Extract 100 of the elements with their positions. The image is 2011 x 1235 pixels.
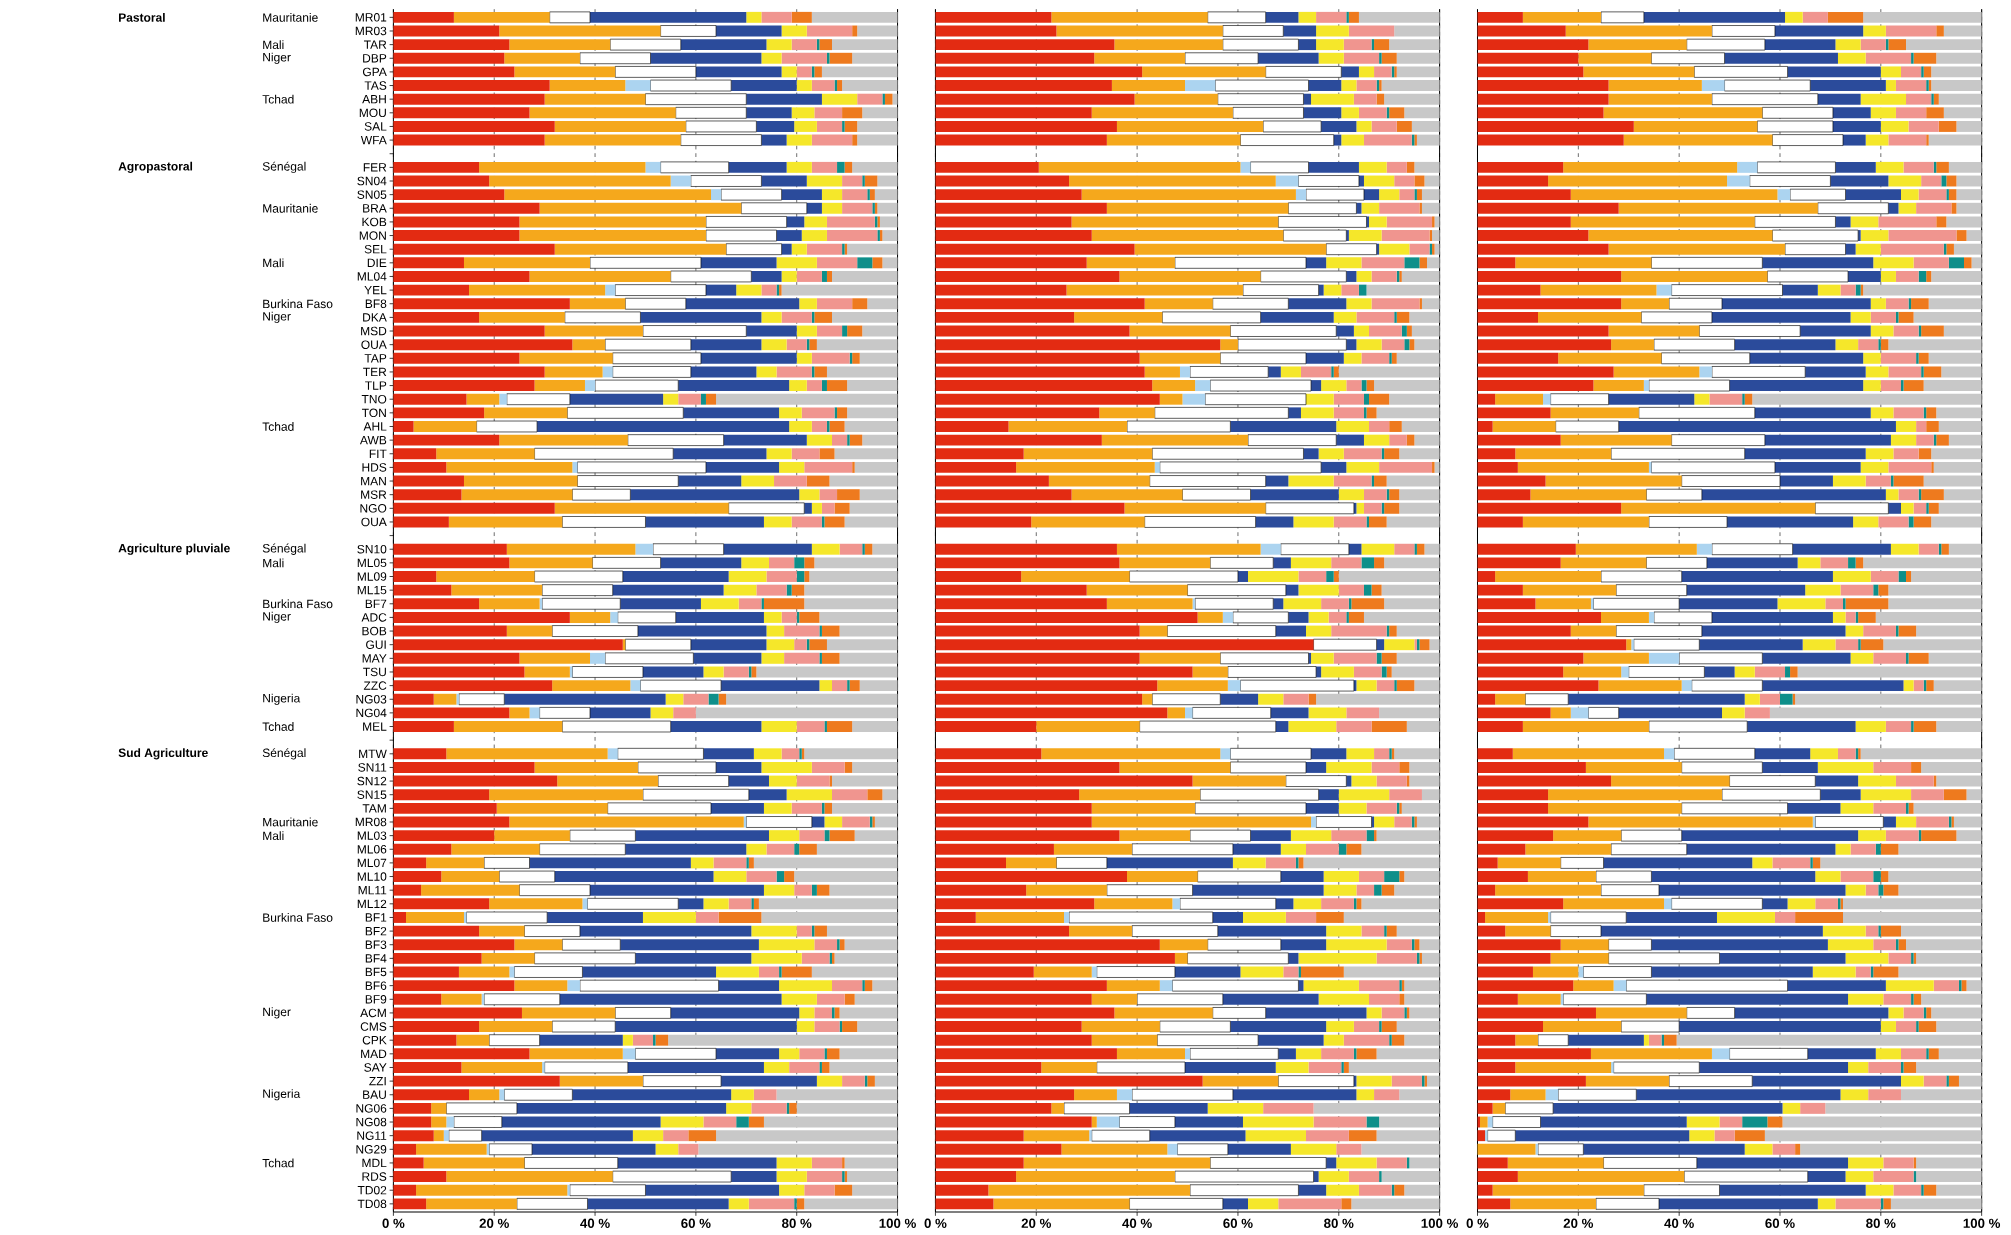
bar [393, 1198, 427, 1210]
bar [1928, 502, 1939, 514]
bar [806, 175, 843, 187]
bar [1540, 284, 1657, 296]
bar [1636, 1089, 1841, 1101]
bar [690, 339, 762, 351]
bar [1394, 680, 1397, 692]
bar [1865, 475, 1891, 487]
bar [393, 1007, 522, 1019]
bar [834, 1184, 853, 1196]
bar [1878, 584, 1889, 596]
bar [935, 571, 1022, 583]
bar [854, 830, 898, 842]
bar [1318, 284, 1324, 296]
bar [1333, 366, 1339, 378]
bar [1399, 448, 1440, 460]
bar [532, 1143, 656, 1155]
bar [1245, 1130, 1306, 1142]
bar [756, 666, 898, 678]
bar [842, 1157, 845, 1169]
bar [1389, 434, 1407, 446]
bar [781, 25, 807, 37]
bar [1283, 966, 1299, 978]
bar [1023, 1130, 1090, 1142]
bar [748, 1198, 795, 1210]
y-tick-label: BF9 [365, 995, 387, 1004]
bar [761, 598, 764, 610]
bar [1371, 762, 1400, 774]
text: Mauritanie [263, 13, 318, 22]
bar [844, 516, 898, 528]
bar [678, 393, 701, 405]
bar [1167, 1143, 1178, 1155]
bar [842, 816, 870, 828]
bar [1764, 1130, 1982, 1142]
bar [1686, 843, 1836, 855]
bar [1548, 912, 1551, 924]
bar [1361, 898, 1440, 910]
bar [1477, 843, 1526, 855]
bar [393, 393, 467, 405]
bar [1837, 748, 1856, 760]
bar [1943, 325, 1982, 337]
bar [1911, 993, 1914, 1005]
y-tick-label: TNO [361, 395, 387, 404]
bar [728, 775, 769, 787]
bar [1172, 898, 1180, 910]
bar [1248, 571, 1299, 583]
bar [1273, 557, 1291, 569]
bar [705, 284, 737, 296]
bar [1858, 775, 1896, 787]
bar [854, 993, 898, 1005]
bar [1800, 1103, 1826, 1114]
bar [1578, 966, 1584, 978]
bar [479, 162, 646, 173]
bar [1381, 80, 1440, 92]
bar [1563, 898, 1665, 910]
bar [1835, 1198, 1881, 1210]
bar [1313, 1116, 1367, 1128]
bar [1956, 189, 1982, 201]
bar [1850, 652, 1874, 664]
bar [1787, 980, 1886, 992]
bar [1860, 789, 1912, 801]
bar [1517, 1171, 1685, 1183]
bar [809, 571, 898, 583]
bar [1926, 407, 1937, 419]
bar [1908, 802, 1914, 814]
bar [453, 721, 563, 733]
bar [1346, 380, 1362, 392]
bar [1399, 189, 1415, 201]
bar [935, 11, 1052, 23]
bar [1356, 680, 1377, 692]
bar [1895, 271, 1919, 283]
bar [1348, 612, 1364, 623]
bar [1890, 434, 1917, 446]
bar [1343, 1034, 1390, 1046]
bar [1477, 1089, 1511, 1101]
bar [561, 516, 646, 528]
bar [1936, 775, 1982, 787]
bar [1275, 625, 1306, 637]
bar [678, 898, 704, 910]
bar [1338, 843, 1347, 855]
bar [615, 1021, 797, 1033]
bar [935, 584, 1087, 596]
bar [1921, 175, 1942, 187]
bar [1343, 912, 1440, 924]
bar [1492, 1184, 1644, 1196]
bar [1699, 1062, 1849, 1074]
bar [1363, 489, 1387, 501]
bar [519, 216, 706, 228]
bar [1396, 121, 1412, 133]
bar [1358, 162, 1387, 173]
bar [1106, 857, 1233, 869]
bar [1608, 393, 1695, 405]
bar [1938, 121, 1957, 133]
bar [665, 693, 684, 705]
bar [554, 121, 686, 133]
bar [826, 639, 898, 651]
bar [804, 557, 815, 569]
y-tick-label: BF2 [365, 927, 387, 936]
y-tick-label: SN15 [357, 790, 387, 800]
bar [1885, 80, 1896, 92]
